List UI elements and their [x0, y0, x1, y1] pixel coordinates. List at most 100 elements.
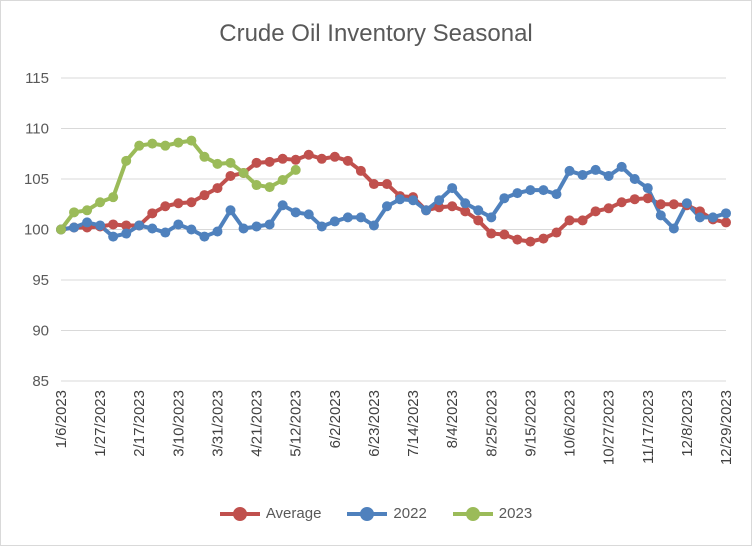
data-point-average [499, 229, 510, 240]
legend-item: 2023 [452, 505, 532, 522]
data-point-2022 [95, 220, 106, 231]
data-point-2023 [160, 140, 171, 151]
x-tick-label: 6/2/2023 [327, 390, 344, 448]
data-point-average [629, 194, 640, 205]
data-point-average [668, 199, 679, 210]
data-point-average [721, 217, 731, 228]
y-tick-label: 110 [25, 121, 49, 138]
data-point-2023 [199, 151, 210, 162]
series-lines [59, 138, 728, 244]
data-point-average [160, 201, 171, 212]
data-point-average [447, 201, 458, 212]
data-point-average [121, 220, 132, 231]
data-point-2023 [82, 205, 93, 216]
data-point-2022 [264, 219, 275, 230]
x-axis-ticks: 1/6/2023 1/27/2023 2/17/2023 3/10/2023 3/31/… [53, 390, 735, 465]
data-point-average [577, 215, 588, 226]
x-tick-label: 4/21/2023 [249, 390, 266, 457]
legend-label: 2022 [393, 505, 427, 522]
data-point-average [303, 149, 314, 160]
data-point-average [199, 190, 210, 201]
x-tick-label: 8/25/2023 [483, 390, 500, 457]
data-point-2022 [160, 227, 171, 238]
data-point-average [108, 219, 119, 230]
data-point-average [225, 170, 236, 181]
data-point-2022 [655, 210, 666, 221]
data-point-average [329, 151, 340, 162]
x-tick-label: 10/27/2023 [601, 390, 618, 465]
legend-swatch [452, 506, 493, 521]
data-point-average [564, 215, 575, 226]
data-point-average [277, 153, 288, 164]
data-point-2022 [355, 212, 366, 223]
series-line-2022 [59, 164, 728, 239]
legend-swatch [347, 506, 388, 521]
data-point-2022 [473, 205, 484, 216]
data-point-2022 [499, 193, 510, 204]
series-line-average [59, 152, 728, 244]
data-point-average [381, 179, 392, 190]
data-point-2023 [95, 197, 106, 208]
data-point-2022 [721, 208, 731, 219]
data-point-2023 [121, 155, 132, 166]
data-point-average [251, 157, 262, 168]
data-point-average [147, 208, 158, 219]
data-point-2022 [447, 183, 458, 194]
y-tick-label: 105 [24, 171, 49, 188]
data-point-2022 [134, 220, 145, 231]
legend-item: Average [219, 505, 322, 522]
data-point-2022 [303, 209, 314, 220]
data-point-average [173, 198, 184, 209]
legend-item: 2022 [347, 505, 427, 522]
x-tick-label: 9/15/2023 [522, 390, 539, 457]
legend-label: Average [265, 505, 322, 522]
data-point-2022 [603, 170, 614, 181]
data-point-2022 [616, 161, 627, 172]
x-tick-label: 2/17/2023 [131, 390, 148, 457]
data-point-2022 [512, 188, 523, 199]
data-point-2023 [134, 140, 145, 151]
data-point-average [264, 156, 275, 167]
x-tick-label: 3/10/2023 [170, 390, 187, 457]
data-point-2023 [251, 180, 262, 191]
data-point-average [655, 199, 666, 210]
data-point-2022 [329, 216, 340, 227]
data-point-average [616, 197, 627, 208]
data-point-2022 [668, 223, 679, 234]
y-tick-label: 100 [24, 222, 49, 239]
data-point-average [316, 153, 327, 164]
data-point-average [434, 202, 445, 213]
data-point-2023 [264, 182, 275, 193]
data-point-average [538, 233, 549, 244]
data-point-2022 [316, 221, 327, 232]
x-tick-label: 1/27/2023 [92, 390, 109, 457]
data-point-2022 [694, 212, 705, 223]
data-point-average [590, 206, 601, 217]
data-point-2023 [108, 192, 119, 203]
y-tick-label: 95 [32, 272, 49, 289]
data-point-average [290, 154, 301, 165]
data-point-2022 [551, 189, 562, 200]
data-point-average [186, 197, 197, 208]
data-point-2022 [69, 222, 80, 233]
data-point-average [603, 203, 614, 214]
y-axis-ticks: 85 90 95 100 105 110 115 [24, 70, 49, 390]
series-points [56, 135, 731, 247]
data-point-average [551, 227, 562, 238]
data-point-average [525, 236, 536, 247]
data-point-2022 [186, 224, 197, 235]
data-point-average [512, 234, 523, 245]
data-point-2022 [408, 195, 419, 206]
x-tick-label: 3/31/2023 [209, 390, 226, 457]
data-point-2022 [434, 195, 445, 206]
data-point-2022 [251, 221, 262, 232]
data-point-2022 [564, 165, 575, 176]
data-point-2022 [486, 212, 497, 223]
x-tick-label: 7/14/2023 [405, 390, 422, 457]
data-point-2022 [121, 228, 132, 239]
data-point-average [212, 183, 223, 194]
data-point-2022 [629, 174, 640, 184]
data-point-average [460, 206, 471, 217]
data-point-2023 [277, 175, 288, 186]
